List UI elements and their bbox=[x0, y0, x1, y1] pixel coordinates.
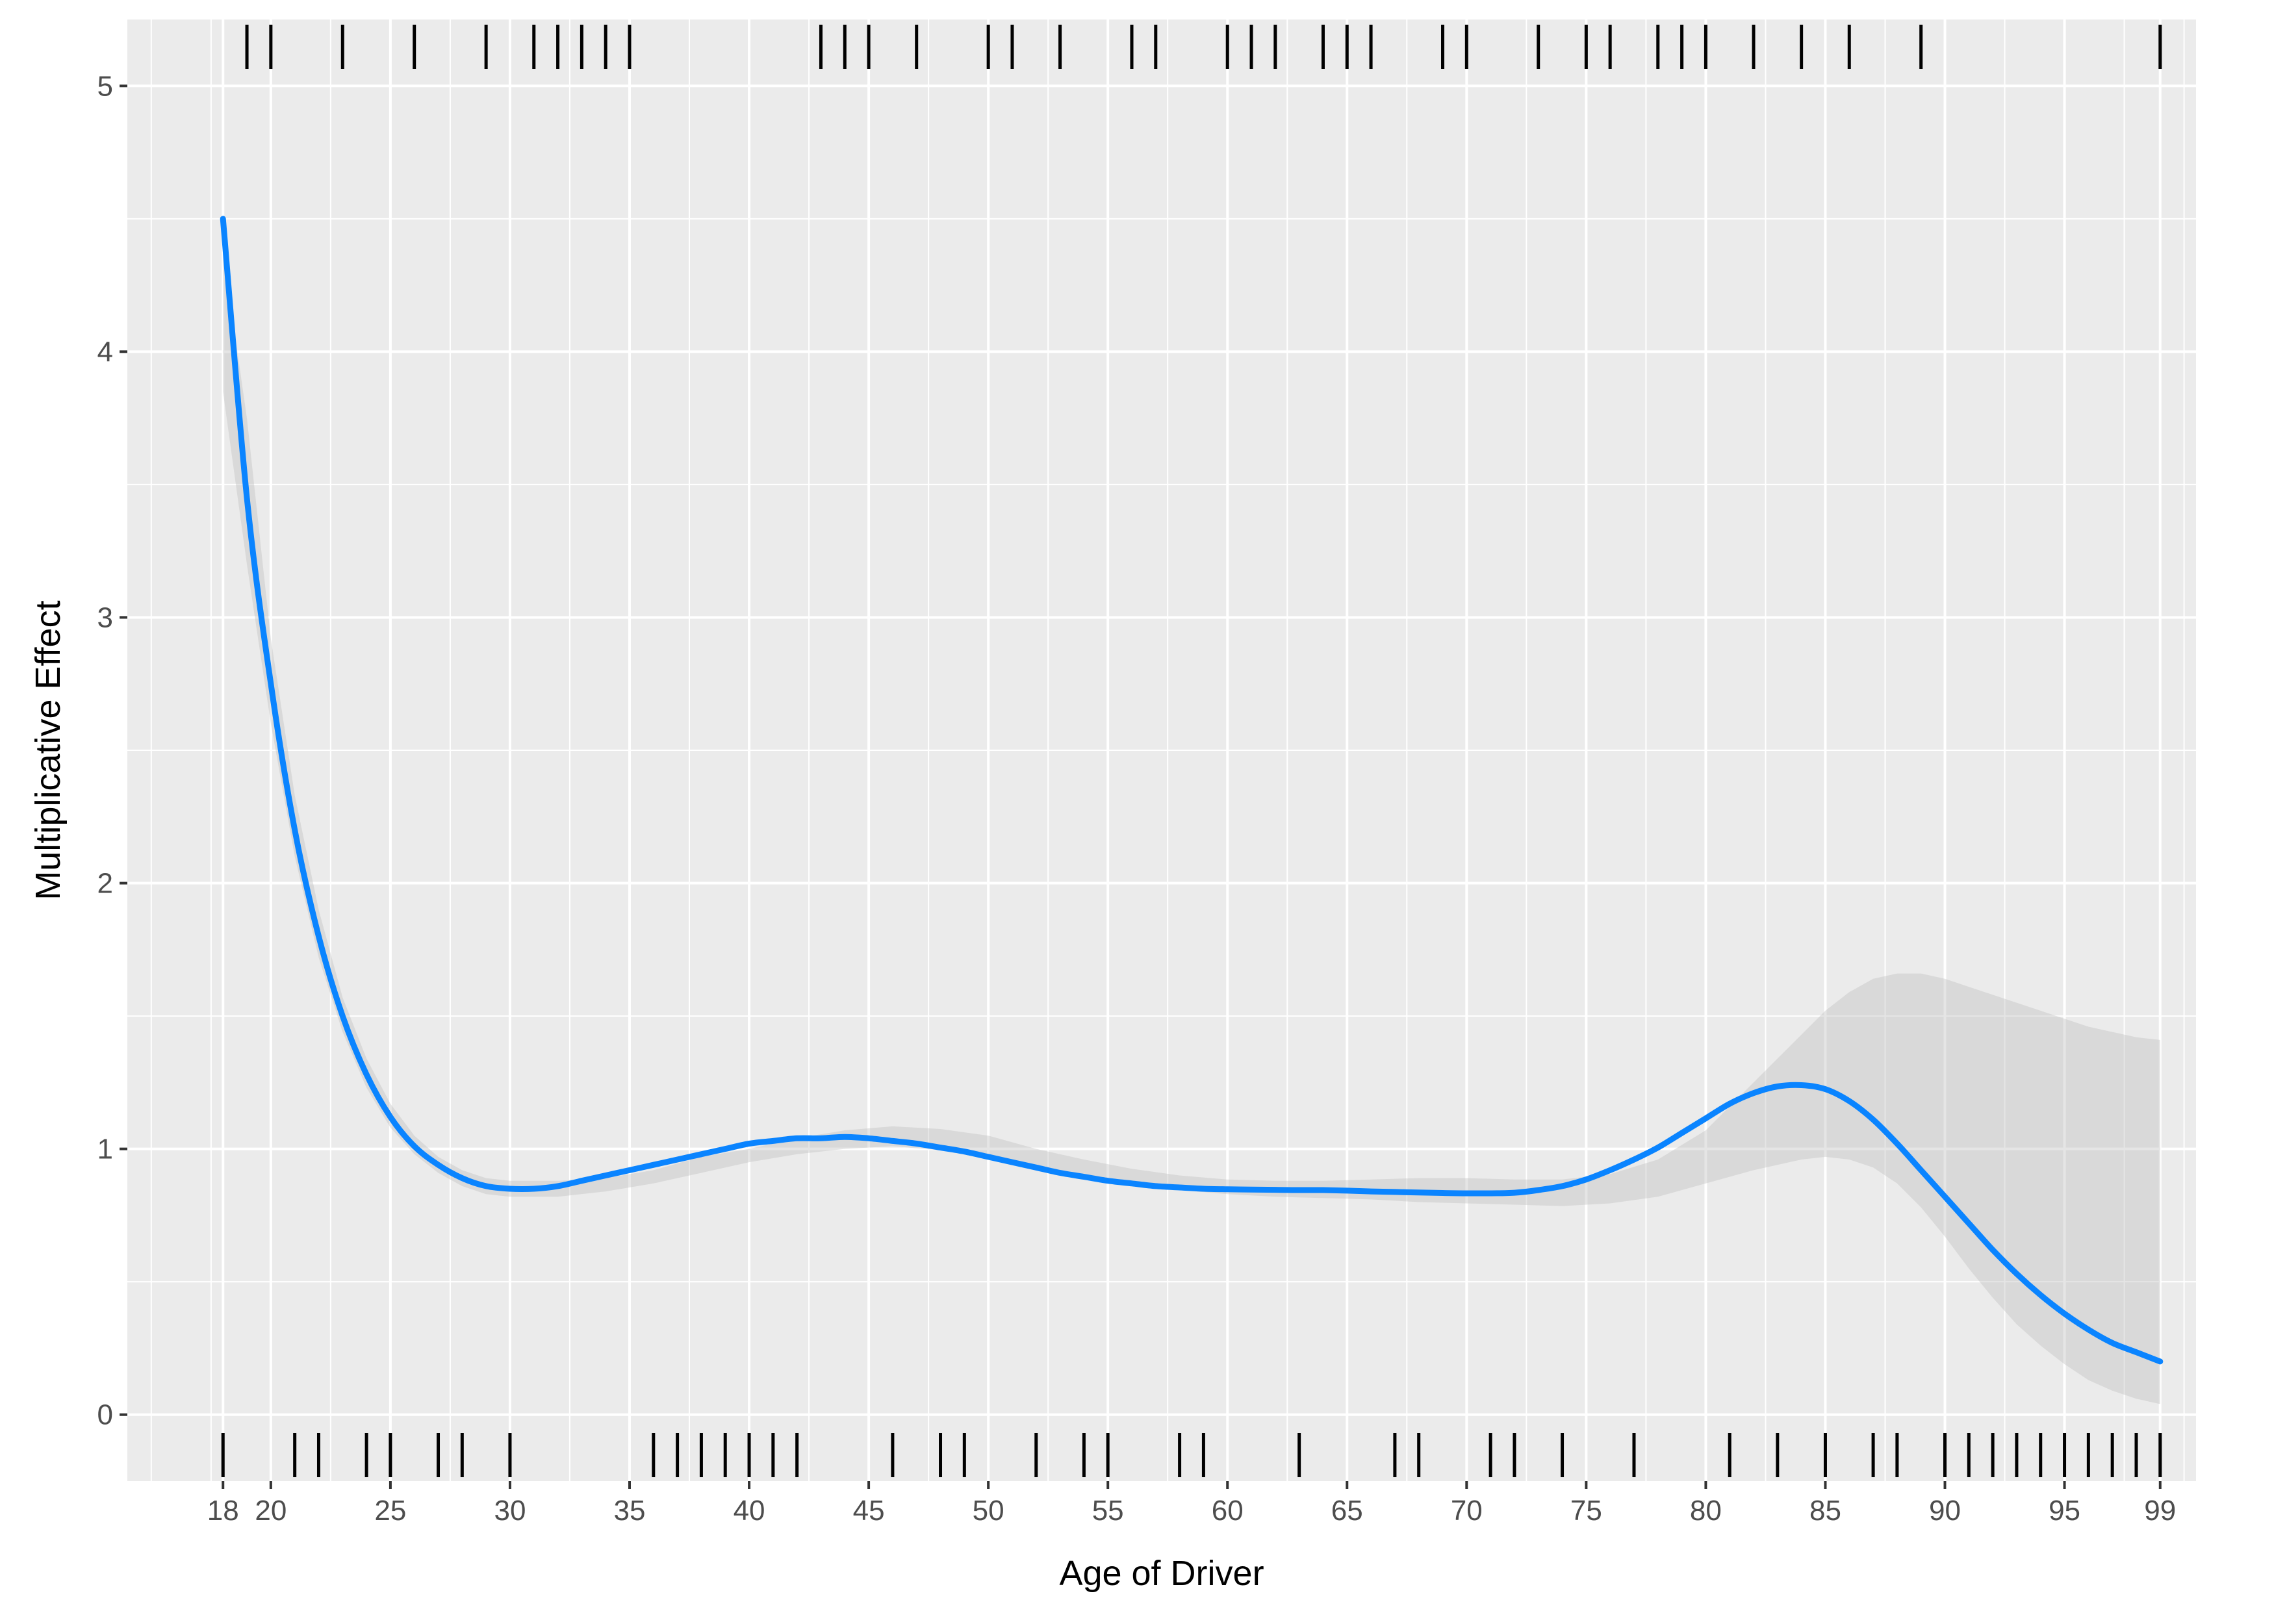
x-tick-label: 30 bbox=[494, 1495, 526, 1527]
x-tick-label: 99 bbox=[2144, 1495, 2176, 1527]
x-tick-label: 55 bbox=[1092, 1495, 1124, 1527]
x-tick-label: 90 bbox=[1929, 1495, 1961, 1527]
rug-bottom bbox=[221, 1433, 2162, 1477]
y-axis: 0 1 2 3 4 5 bbox=[97, 70, 127, 1431]
y-tick-label: 0 bbox=[97, 1399, 113, 1431]
x-tick-label: 35 bbox=[614, 1495, 646, 1527]
x-tick-label: 50 bbox=[973, 1495, 1004, 1527]
x-axis-title: Age of Driver bbox=[1059, 1554, 1264, 1593]
y-tick-label: 4 bbox=[97, 336, 113, 368]
y-tick-label: 2 bbox=[97, 868, 113, 900]
grid-major bbox=[127, 19, 2196, 1481]
y-tick-label: 5 bbox=[97, 70, 113, 102]
fitted-line bbox=[220, 216, 2164, 1365]
x-axis: 18 20 25 30 35 40 45 50 55 60 65 70 75 80 85 90 95 99 bbox=[207, 1481, 2176, 1527]
x-tick-label: 65 bbox=[1331, 1495, 1363, 1527]
y-axis-title: Multiplicative Effect bbox=[29, 600, 68, 900]
x-tick-label: 20 bbox=[255, 1495, 287, 1527]
x-tick-label: 60 bbox=[1212, 1495, 1244, 1527]
x-tick-label: 70 bbox=[1451, 1495, 1483, 1527]
y-tick-label: 3 bbox=[97, 602, 113, 633]
x-tick-label: 75 bbox=[1570, 1495, 1602, 1527]
x-tick-label: 85 bbox=[1809, 1495, 1841, 1527]
x-tick-label: 25 bbox=[374, 1495, 406, 1527]
x-tick-label: 80 bbox=[1690, 1495, 1722, 1527]
rug-top bbox=[245, 25, 2162, 69]
x-tick-label: 95 bbox=[2049, 1495, 2080, 1527]
x-tick-label: 45 bbox=[853, 1495, 885, 1527]
x-tick-label: 18 bbox=[207, 1495, 239, 1527]
y-tick-label: 1 bbox=[97, 1134, 113, 1165]
x-tick-label: 40 bbox=[734, 1495, 765, 1527]
